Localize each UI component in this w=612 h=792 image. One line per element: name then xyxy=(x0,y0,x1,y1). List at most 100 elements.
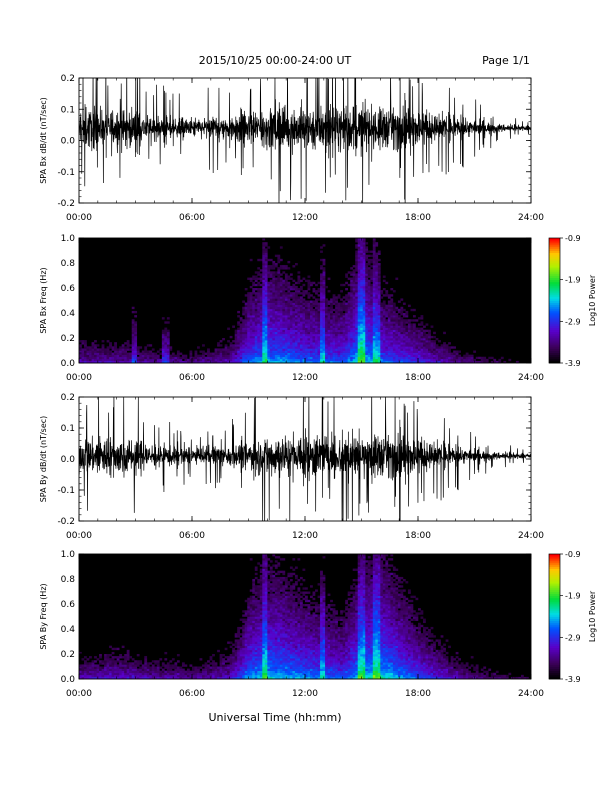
heatmap-cell xyxy=(249,331,253,335)
heatmap-cell xyxy=(370,271,374,274)
heatmap-cell xyxy=(164,348,168,351)
heatmap-cell xyxy=(277,325,281,328)
heatmap-cell xyxy=(380,350,384,353)
heatmap-cell xyxy=(410,350,414,353)
heatmap-cell xyxy=(317,342,321,345)
heatmap-cell xyxy=(320,346,323,349)
heatmap-cell xyxy=(377,302,381,305)
heatmap-cell xyxy=(106,360,110,364)
heatmap-cell xyxy=(94,672,97,676)
heatmap-cell xyxy=(382,310,386,314)
heatmap-cell xyxy=(237,315,241,318)
heatmap-cell xyxy=(392,310,396,314)
heatmap-cell xyxy=(307,358,311,362)
heatmap-cell xyxy=(269,340,273,343)
heatmap-cell xyxy=(259,585,263,588)
heatmap-cell xyxy=(345,281,348,285)
heatmap-cell xyxy=(272,329,276,333)
heatmap-cell xyxy=(284,356,288,360)
heatmap-cell xyxy=(423,338,426,341)
heatmap-cell xyxy=(370,298,374,301)
heatmap-cell xyxy=(345,298,348,301)
heatmap-cell xyxy=(229,670,233,674)
heatmap-cell xyxy=(242,342,246,345)
heatmap-cell xyxy=(104,676,107,680)
heatmap-cell xyxy=(249,668,253,671)
heatmap-cell xyxy=(116,656,120,659)
colorbar-swatch xyxy=(549,310,560,314)
heatmap-cell xyxy=(357,338,361,341)
heatmap-cell xyxy=(282,360,286,364)
heatmap-cell xyxy=(355,306,359,310)
heatmap-cell xyxy=(385,335,389,339)
heatmap-cell xyxy=(382,306,386,310)
heatmap-cell xyxy=(287,313,291,316)
heatmap-cell xyxy=(254,654,258,657)
heatmap-cell xyxy=(287,340,291,343)
heatmap-cell xyxy=(428,344,431,347)
heatmap-cell xyxy=(299,304,303,308)
heatmap-cell xyxy=(362,321,366,324)
heatmap-cell xyxy=(89,356,92,360)
heatmap-cell xyxy=(131,348,135,351)
heatmap-cell xyxy=(370,333,374,337)
heatmap-cell xyxy=(397,342,401,345)
heatmap-cell xyxy=(305,354,308,358)
heatmap-cell xyxy=(262,319,266,322)
heatmap-cell xyxy=(267,310,271,314)
heatmap-cell xyxy=(410,356,414,360)
heatmap-cell xyxy=(234,674,238,678)
heatmap-cell xyxy=(425,346,429,349)
heatmap-cell xyxy=(252,323,256,326)
heatmap-cell xyxy=(352,348,356,351)
heatmap-cell xyxy=(375,335,379,339)
colorbar-swatch xyxy=(549,300,560,303)
heatmap-cell xyxy=(289,317,293,320)
heatmap-cell xyxy=(287,335,291,339)
heatmap-cell xyxy=(347,321,351,324)
heatmap-cell xyxy=(287,325,291,328)
heatmap-cell xyxy=(377,323,381,326)
heatmap-cell xyxy=(91,664,95,667)
x-tick-label: 00:00 xyxy=(66,531,92,541)
heatmap-cell xyxy=(435,356,439,360)
heatmap-cell xyxy=(289,338,293,341)
heatmap-cell xyxy=(257,329,261,333)
heatmap-cell xyxy=(418,340,421,343)
heatmap-cell xyxy=(249,676,253,680)
heatmap-cell xyxy=(227,356,230,360)
heatmap-cell xyxy=(249,595,253,599)
heatmap-cell xyxy=(382,331,386,335)
heatmap-cell xyxy=(440,354,444,358)
heatmap-cell xyxy=(289,344,293,347)
heatmap-cell xyxy=(254,338,258,341)
heatmap-cell xyxy=(249,674,253,678)
heatmap-cell xyxy=(355,279,359,283)
heatmap-cell xyxy=(360,279,364,283)
heatmap-cell xyxy=(299,319,303,322)
heatmap-cell xyxy=(335,329,338,333)
heatmap-cell xyxy=(121,662,125,665)
heatmap-cell xyxy=(299,308,303,312)
heatmap-cell xyxy=(360,335,364,339)
heatmap-cell xyxy=(161,662,165,665)
heatmap-cell xyxy=(377,298,381,301)
y-tick-label: -0.2 xyxy=(57,199,75,209)
heatmap-cell xyxy=(320,292,323,295)
heatmap-cell xyxy=(134,331,138,335)
heatmap-cell xyxy=(274,338,278,341)
heatmap-cell xyxy=(86,352,90,355)
heatmap-cell xyxy=(131,666,135,669)
heatmap-cell xyxy=(302,333,306,337)
heatmap-cell xyxy=(247,624,251,628)
heatmap-cell xyxy=(310,325,313,328)
heatmap-cell xyxy=(397,340,401,343)
heatmap-cell xyxy=(312,331,316,335)
heatmap-cell xyxy=(262,358,266,362)
heatmap-cell xyxy=(159,666,163,669)
heatmap-cell xyxy=(126,666,130,669)
heatmap-cell xyxy=(294,308,298,312)
heatmap-cell xyxy=(367,338,371,341)
heatmap-cell xyxy=(289,304,293,308)
heatmap-cell xyxy=(302,331,306,335)
